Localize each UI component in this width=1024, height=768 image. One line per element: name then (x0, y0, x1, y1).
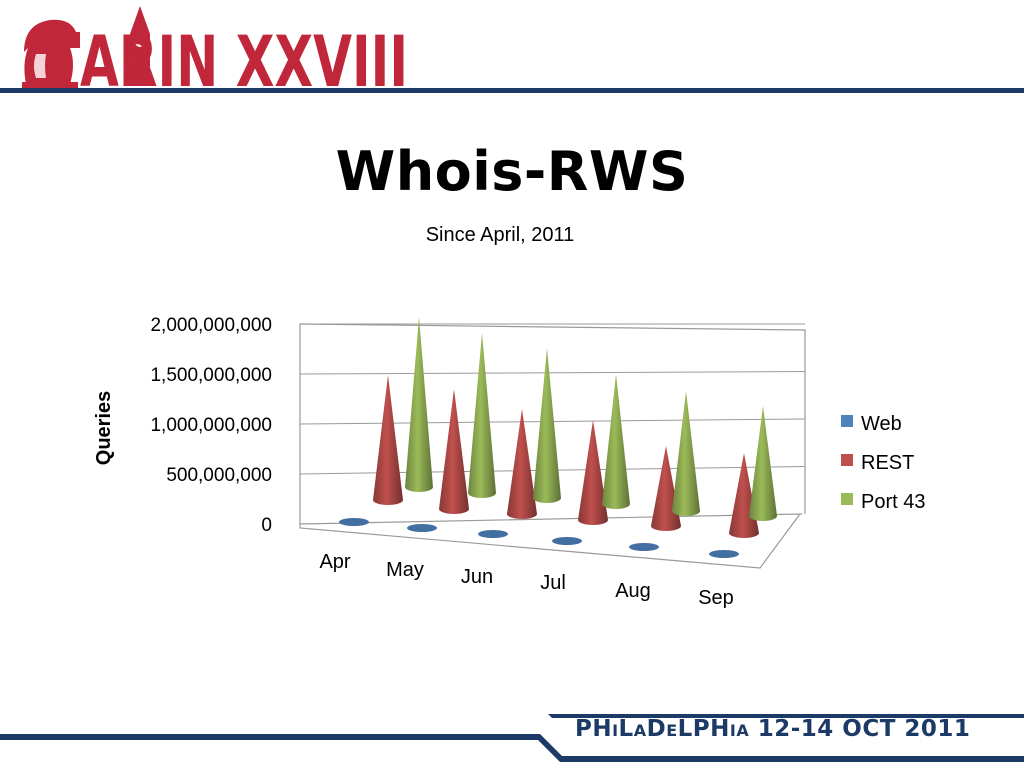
y-axis-ticks: 0 500,000,000 1,000,000,000 1,500,000,000 2,… (150, 315, 272, 536)
legend-swatch (841, 493, 853, 505)
header-rule (0, 88, 1024, 93)
y-tick-label: 2,000,000,000 (150, 315, 272, 336)
x-tick-label: Aug (615, 580, 651, 602)
cone-web-apr (339, 518, 369, 526)
footer-text: PHiLaDeLPHia 12-14 OCT 2011 (575, 716, 971, 742)
cone-port-43-jun (533, 348, 561, 503)
legend-label: REST (861, 452, 914, 474)
cone-port-43-jul (602, 374, 630, 509)
gridline (299, 371, 806, 375)
footer-banner (0, 714, 1024, 762)
cone-rest-jul (578, 420, 608, 525)
chart-legend: Web REST Port 43 (841, 413, 925, 513)
y-tick-label: 500,000,000 (166, 465, 272, 486)
y-tick-label: 0 (261, 515, 272, 536)
x-tick-label: Jun (461, 566, 493, 588)
legend-label: Web (861, 413, 902, 435)
legend-swatch (841, 415, 853, 427)
chart-marks (339, 317, 777, 558)
arin-logo: ARIN XXVIII (22, 6, 408, 97)
cone-web-jul (552, 537, 582, 545)
cone-port-43-may (468, 333, 496, 498)
x-tick-label: Apr (319, 551, 350, 573)
legend-label: Port 43 (861, 491, 925, 513)
liberty-bell-icon (22, 19, 80, 88)
cone-port-43-apr (405, 317, 433, 492)
legend-swatch (841, 454, 853, 466)
cone-port-43-sep (749, 406, 777, 521)
tower-icon (130, 6, 150, 86)
slide-title: Whois-RWS (335, 140, 689, 203)
cone-web-aug (629, 543, 659, 551)
x-tick-label: Jul (540, 572, 566, 594)
y-tick-label: 1,500,000,000 (150, 365, 272, 386)
logo-text: ARIN XXVIII (80, 21, 408, 97)
chart-floor (299, 513, 803, 569)
cone-rest-apr (373, 375, 403, 505)
cone-rest-may (439, 389, 469, 514)
x-axis-categories: Apr May Jun Jul Aug Sep (319, 551, 733, 609)
cone-port-43-aug (672, 391, 700, 516)
y-axis-title: Queries (93, 391, 115, 465)
x-tick-label: Sep (698, 587, 734, 609)
y-tick-label: 1,000,000,000 (150, 415, 272, 436)
cone-web-may (407, 524, 437, 532)
cone-web-sep (709, 550, 739, 558)
cone-web-jun (478, 530, 508, 538)
x-tick-label: May (386, 559, 424, 581)
cone-rest-jun (507, 409, 537, 519)
slide-subtitle: Since April, 2011 (425, 224, 575, 246)
